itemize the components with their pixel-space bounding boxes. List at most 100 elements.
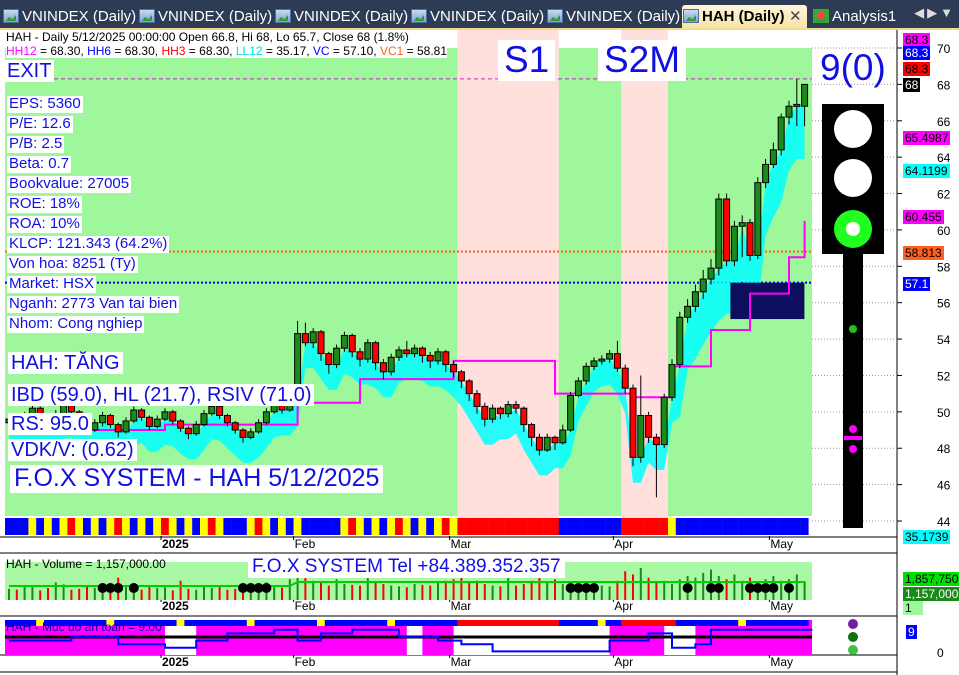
signal-strip-cell [44, 518, 52, 535]
signal-strip-cell [12, 518, 21, 535]
x-tick-label: Apr [614, 655, 633, 669]
safety-strip-cell [28, 620, 37, 626]
safety-strip-cell [168, 620, 177, 626]
candle [223, 413, 231, 427]
tab-2[interactable]: VNINDEX (Daily) [274, 5, 408, 28]
candle [442, 349, 450, 372]
tab-bar: VNINDEX (Daily) VNINDEX (Daily) VNINDEX (D… [0, 0, 959, 28]
signal-strip-cell [223, 518, 232, 535]
safety-tag: 9 [906, 625, 917, 639]
signal-strip-cell [496, 518, 505, 535]
safety-strip-cell [387, 620, 396, 626]
candle [99, 411, 107, 427]
fundamental-item: Bookvalue: 27005 [7, 175, 132, 193]
signal-strip-cell [480, 518, 489, 535]
candle [239, 428, 247, 443]
candle-body [114, 424, 122, 433]
signal-strip-cell [527, 518, 536, 535]
candle-body [543, 436, 551, 451]
tab-scroll-icon[interactable]: ◀▶▼ [914, 5, 956, 20]
signal-strip-cell [597, 518, 606, 535]
candle-body [161, 411, 169, 420]
candle-body [574, 380, 582, 396]
tab-0[interactable]: VNINDEX (Daily) [2, 5, 136, 28]
signal-strip-cell [207, 518, 216, 535]
volume-signal-dot [573, 583, 584, 593]
candle-body [122, 420, 130, 433]
candle-body [598, 358, 606, 362]
volume-signal-dot [128, 583, 139, 593]
tab-4[interactable]: VNINDEX (Daily) [546, 5, 680, 28]
signal-strip-cell [714, 518, 723, 535]
signal-strip-cell [777, 518, 786, 535]
signal-strip-cell [707, 518, 715, 535]
candle [691, 284, 699, 312]
candle [418, 346, 426, 363]
signal-strip-cell [161, 518, 169, 535]
signal-strip-cell [769, 518, 778, 535]
signal-strip-cell [535, 518, 544, 535]
candle [106, 413, 114, 429]
volume-tag-current: 1,157,000 [903, 587, 959, 601]
close-tab-icon[interactable]: ✕ [788, 8, 802, 25]
candle [356, 348, 364, 367]
safety-strip-cell [145, 620, 154, 626]
price-tag: 35.1739 [903, 530, 951, 544]
indicator-name: HH6 [87, 44, 112, 58]
volume-signal-dot [682, 583, 693, 593]
candle [699, 269, 707, 300]
safety-strip-cell [543, 620, 552, 626]
x-tick-label: May [770, 537, 793, 551]
safety-strip-cell [285, 620, 294, 626]
candle-body [730, 225, 738, 262]
signal-count: 9(0) [820, 47, 886, 88]
signal-strip-cell [605, 518, 614, 535]
candle-body [489, 407, 497, 420]
candle-body [520, 407, 528, 426]
signal-strip-cell [441, 518, 450, 535]
safety-strip-cell [668, 620, 676, 626]
safety-strip-cell [51, 620, 60, 626]
candle-body [145, 416, 153, 427]
candle [645, 411, 653, 443]
tab-6[interactable]: Analysis1 [812, 5, 896, 28]
candle-body [676, 316, 684, 366]
tab-5[interactable]: HAH (Daily) ✕ [682, 5, 807, 28]
safety-strip-cell [332, 620, 341, 626]
safety-strip-cell [215, 620, 224, 626]
signal-strip-cell [90, 518, 99, 535]
safety-strip-cell [184, 620, 193, 626]
tab-label: VNINDEX (Daily) [22, 8, 137, 25]
candle-body [418, 347, 426, 356]
tab-1[interactable]: VNINDEX (Daily) [138, 5, 272, 28]
candle-body [192, 424, 200, 435]
price-tag: 68.3 [903, 46, 931, 60]
candle-body [793, 103, 801, 107]
safety-strip-cell [106, 620, 115, 626]
candle-body [434, 351, 442, 362]
volume-average-line [9, 581, 805, 587]
chart-icon [683, 9, 699, 23]
candle [426, 351, 434, 369]
candle [496, 406, 504, 420]
trend-label: HAH: TĂNG [8, 352, 123, 374]
safety-strip-cell [660, 620, 669, 626]
indicator-value: = 68.30, [36, 44, 88, 58]
signal-strip-cell [371, 518, 380, 535]
signal-strip-cell [590, 518, 598, 535]
volume-signal-dot [261, 583, 272, 593]
safety-strip-cell [582, 620, 591, 626]
tab-3[interactable]: VNINDEX (Daily) [410, 5, 544, 28]
signal-strip-cell [176, 518, 185, 535]
signal-strip-cell [129, 518, 138, 535]
candle [551, 435, 559, 451]
safety-strip-cell [465, 620, 474, 626]
x-tick-label: Feb [295, 537, 316, 551]
safety-strip-cell [223, 620, 232, 626]
volume-signal-dot [105, 583, 116, 593]
status-dot [849, 445, 857, 453]
candle-body [387, 356, 395, 373]
candle [169, 410, 177, 425]
candle [247, 428, 255, 440]
x-tick-label: 2025 [162, 599, 189, 613]
